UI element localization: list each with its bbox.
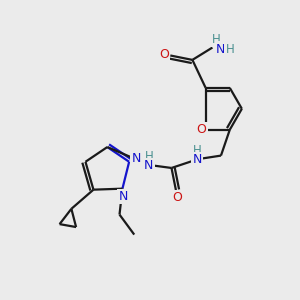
Text: H: H [144, 150, 153, 163]
Text: N: N [132, 152, 141, 165]
Text: H: H [193, 144, 202, 157]
Text: O: O [159, 48, 169, 62]
Text: N: N [216, 43, 225, 56]
Text: O: O [196, 123, 206, 136]
Text: O: O [172, 191, 182, 204]
Text: N: N [118, 190, 128, 203]
Text: N: N [193, 153, 202, 166]
Text: H: H [212, 33, 220, 46]
Text: N: N [144, 159, 154, 172]
Text: H: H [226, 43, 235, 56]
